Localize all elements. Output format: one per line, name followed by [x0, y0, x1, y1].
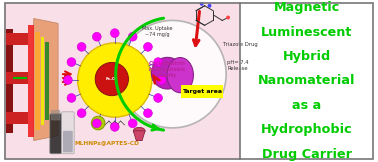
Text: as a: as a	[292, 99, 321, 112]
Text: Hybrid: Hybrid	[282, 50, 331, 63]
Ellipse shape	[167, 58, 194, 93]
Circle shape	[208, 4, 211, 8]
Bar	[6, 33, 28, 45]
Circle shape	[157, 76, 166, 84]
Circle shape	[119, 20, 226, 128]
Bar	[45, 42, 49, 120]
Text: Drug Carrier: Drug Carrier	[262, 148, 352, 161]
Polygon shape	[34, 18, 58, 141]
Bar	[240, 2, 373, 160]
Text: Fe₃O₄: Fe₃O₄	[106, 77, 118, 81]
Polygon shape	[133, 131, 145, 141]
FancyBboxPatch shape	[62, 112, 74, 154]
Bar	[6, 112, 28, 124]
Circle shape	[110, 122, 119, 131]
Circle shape	[144, 109, 152, 118]
Ellipse shape	[152, 57, 184, 89]
FancyBboxPatch shape	[51, 110, 60, 120]
FancyBboxPatch shape	[181, 85, 223, 98]
Text: Hydrophobic: Hydrophobic	[261, 123, 352, 136]
Text: Max. Uptake
~74 mg/g: Max. Uptake ~74 mg/g	[143, 26, 173, 37]
Circle shape	[77, 43, 152, 117]
Circle shape	[93, 32, 101, 41]
Bar	[5, 2, 240, 160]
Circle shape	[91, 116, 105, 130]
Ellipse shape	[133, 127, 145, 134]
Text: Magnetic: Magnetic	[273, 1, 340, 14]
Text: Nanomaterial: Nanomaterial	[258, 75, 355, 87]
Circle shape	[200, 2, 204, 6]
Circle shape	[95, 62, 129, 96]
Circle shape	[154, 58, 163, 66]
Circle shape	[144, 42, 152, 51]
Text: Triazole Drug: Triazole Drug	[223, 42, 258, 47]
Circle shape	[128, 119, 137, 128]
Bar	[28, 25, 34, 137]
Circle shape	[64, 76, 72, 84]
Circle shape	[67, 94, 76, 102]
Text: Target area: Target area	[182, 89, 222, 94]
Circle shape	[226, 16, 230, 19]
Circle shape	[128, 32, 137, 41]
Text: pH= 7.4
Release: pH= 7.4 Release	[227, 60, 249, 71]
Circle shape	[77, 109, 86, 118]
Circle shape	[110, 29, 119, 38]
FancyBboxPatch shape	[50, 114, 62, 154]
Bar	[40, 37, 45, 125]
Circle shape	[154, 94, 163, 102]
Text: Cyclodextrin
Hydrophobic
Cavity: Cyclodextrin Hydrophobic Cavity	[149, 61, 186, 78]
FancyBboxPatch shape	[63, 131, 73, 152]
Text: MLHNPs@APTES-CD: MLHNPs@APTES-CD	[74, 140, 139, 145]
Circle shape	[77, 42, 86, 51]
Circle shape	[67, 58, 76, 66]
Bar	[35, 32, 40, 130]
Circle shape	[93, 119, 101, 128]
Text: Luminescent: Luminescent	[261, 26, 352, 39]
Bar	[6, 72, 28, 84]
Bar	[6, 29, 13, 133]
